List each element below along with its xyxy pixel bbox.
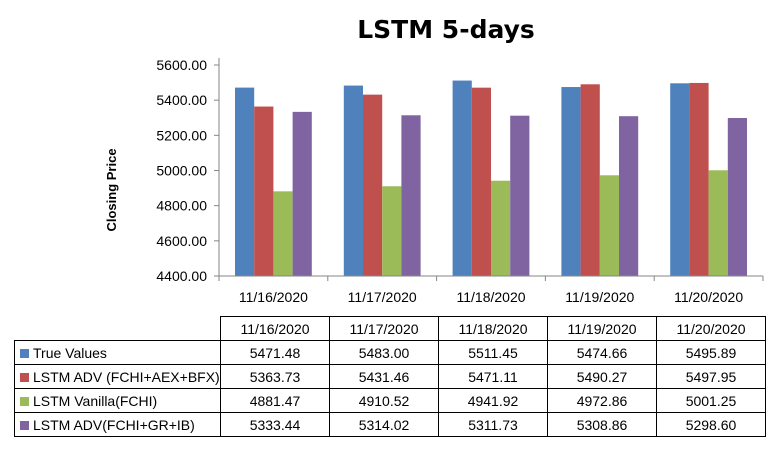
table-header-cell: 11/20/2020 [656, 316, 766, 341]
table-cell: 5495.89 [656, 340, 766, 365]
table-cell: 5363.73 [220, 364, 330, 389]
table-cell: 5490.27 [547, 364, 657, 389]
table-row: LSTM ADV(FCHI+GR+IB) 5333.44 5314.02 5311.7… [14, 412, 766, 437]
y-axis-ticks: 4400.00 4600.00 4800.00 5000.00 5200.00 5400.… [156, 57, 219, 284]
x-tick-label: 11/17/2020 [348, 289, 417, 305]
table-cell: 5001.25 [656, 388, 766, 413]
legend-label: True Values [33, 344, 107, 361]
data-table: 11/16/2020 11/17/2020 11/18/2020 11/19/2020… [14, 316, 766, 437]
bar-4-series-2 [580, 84, 600, 276]
bar-4-series-1 [561, 87, 581, 277]
legend-swatch [20, 348, 29, 358]
bar-2-series-3 [382, 186, 402, 276]
legend-label: LSTM ADV(FCHI+GR+IB) [33, 416, 195, 433]
bar-5-series-4 [727, 117, 747, 276]
x-tick-label: 11/18/2020 [456, 289, 525, 305]
table-cell: 5298.60 [656, 412, 766, 437]
legend-swatch [20, 420, 29, 430]
y-tick-label: 4600.00 [156, 233, 207, 249]
y-tick-label: 5400.00 [156, 92, 207, 108]
table-header-cell: 11/17/2020 [329, 316, 439, 341]
legend-label: LSTM ADV (FCHI+AEX+BFX) [33, 368, 220, 385]
legend-label: LSTM Vanilla(FCHI) [33, 392, 158, 409]
bars [235, 80, 747, 277]
legend-swatch [20, 396, 29, 406]
x-axis-ticks: 11/16/2020 11/17/2020 11/18/2020 11/19/2020… [218, 276, 764, 305]
x-tick-label: 11/19/2020 [565, 289, 634, 305]
table-cell: 5333.44 [220, 412, 330, 437]
y-tick-label: 5600.00 [156, 57, 207, 73]
y-tick-label: 5000.00 [156, 163, 207, 179]
y-tick-label: 5200.00 [156, 127, 207, 143]
legend-entry: LSTM Vanilla(FCHI) [14, 388, 221, 413]
table-row: LSTM ADV (FCHI+AEX+BFX) 5363.73 5431.46 547… [14, 364, 766, 389]
table-cell: 5497.95 [656, 364, 766, 389]
bar-3-series-1 [452, 80, 472, 276]
bar-4-series-4 [619, 116, 639, 277]
y-axis-label: Closing Price [104, 148, 119, 231]
legend-entry: LSTM ADV (FCHI+AEX+BFX) [14, 364, 221, 389]
table-row: LSTM Vanilla(FCHI) 4881.47 4910.52 4941.92 4… [14, 388, 766, 413]
table-cell: 5471.48 [220, 340, 330, 365]
table-cell: 4972.86 [547, 388, 657, 413]
table-cell: 4910.52 [329, 388, 439, 413]
y-tick-label: 4800.00 [156, 198, 207, 214]
table-row: True Values 5471.48 5483.00 5511.45 5474.66 5… [14, 340, 766, 365]
table-cell: 4941.92 [438, 388, 548, 413]
table-cell: 5311.73 [438, 412, 548, 437]
table-cell: 5314.02 [329, 412, 439, 437]
table-cell: 5483.00 [329, 340, 439, 365]
bar-3-series-2 [471, 87, 491, 277]
x-tick-label: 11/16/2020 [239, 289, 308, 305]
chart-title: LSTM 5-days [357, 15, 535, 44]
bar-2-series-1 [343, 85, 363, 276]
bar-1-series-2 [254, 106, 274, 276]
bar-2-series-4 [401, 115, 421, 276]
bar-1-series-3 [273, 191, 293, 276]
bar-5-series-2 [689, 82, 709, 277]
table-cell: 5471.11 [438, 364, 548, 389]
legend-entry: True Values [14, 340, 221, 365]
table-header-cell: 11/16/2020 [220, 316, 330, 341]
x-tick-label: 11/20/2020 [674, 289, 743, 305]
table-cell: 5431.46 [329, 364, 439, 389]
table-corner [14, 316, 221, 341]
table-cell: 5511.45 [438, 340, 548, 365]
table-cell: 4881.47 [220, 388, 330, 413]
table-cell: 5308.86 [547, 412, 657, 437]
table-cell: 5474.66 [547, 340, 657, 365]
bar-3-series-3 [491, 180, 511, 276]
table-header-cell: 11/19/2020 [547, 316, 657, 341]
bar-5-series-3 [708, 170, 728, 276]
table-header-row: 11/16/2020 11/17/2020 11/18/2020 11/19/2020… [14, 316, 766, 341]
bar-1-series-1 [235, 87, 255, 276]
bar-5-series-1 [670, 83, 690, 277]
legend-entry: LSTM ADV(FCHI+GR+IB) [14, 412, 221, 437]
y-tick-label: 4400.00 [156, 268, 207, 284]
bar-3-series-4 [510, 115, 530, 277]
bar-4-series-3 [599, 175, 619, 276]
bar-2-series-2 [363, 94, 383, 276]
legend-swatch [20, 372, 29, 382]
bar-1-series-4 [292, 111, 312, 276]
table-header-cell: 11/18/2020 [438, 316, 548, 341]
